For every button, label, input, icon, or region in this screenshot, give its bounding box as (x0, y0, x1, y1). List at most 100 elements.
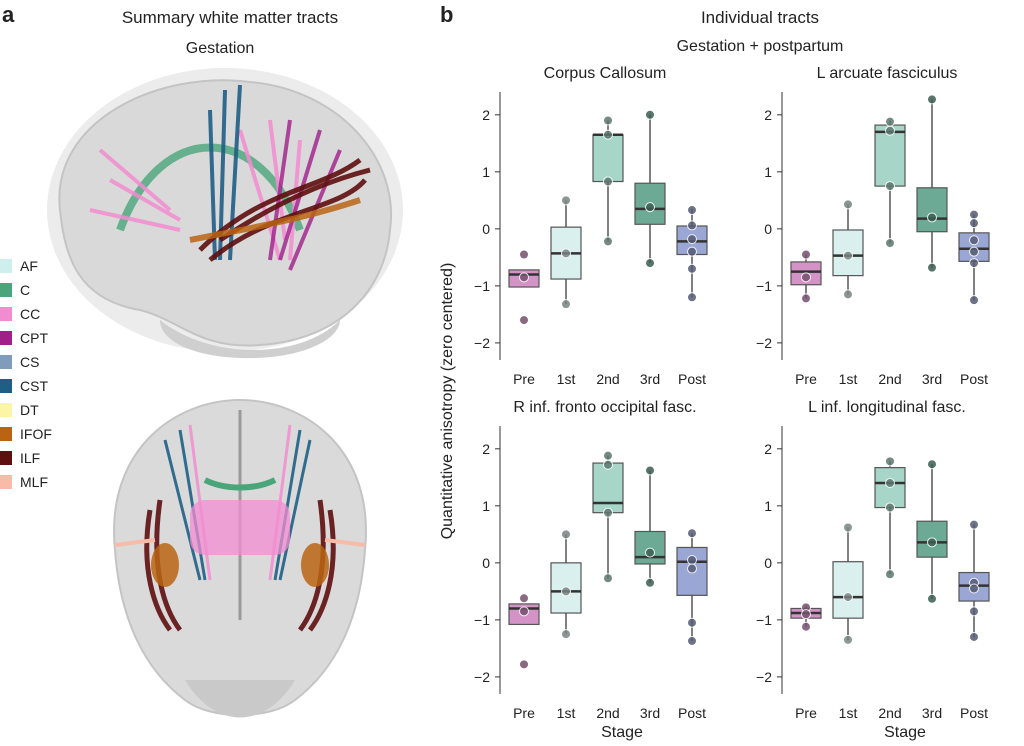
data-point (885, 238, 895, 249)
legend-item: CC (0, 304, 40, 324)
x-tick-label: 1st (557, 371, 576, 387)
data-point (843, 250, 853, 261)
data-point (927, 537, 937, 548)
x-tick-label: 1st (839, 371, 858, 387)
data-point (603, 573, 613, 584)
box-Post: Post (958, 209, 990, 387)
data-point (969, 519, 979, 530)
legend-item: IFOF (0, 424, 52, 444)
legend-swatch (0, 475, 12, 489)
data-point (843, 289, 853, 300)
box-Pre: Pre (508, 593, 540, 721)
box-1st: 1st (832, 199, 864, 387)
data-point (885, 569, 895, 580)
lateral-brain-view (47, 68, 403, 359)
box-plot-1: Corpus Callosum −2 −1 0 1 2 Pre 1st 2nd 3rd Post (474, 65, 708, 387)
panel-b-subtitle: Gestation + postpartum (676, 38, 844, 55)
legend-swatch (0, 355, 12, 369)
box-Post: Post (676, 205, 708, 387)
panel-a-letter: a (2, 2, 15, 27)
legend-item: C (0, 280, 30, 300)
box-2nd: 2nd (592, 115, 624, 387)
data-point (843, 199, 853, 210)
data-point (603, 459, 613, 470)
data-point (687, 220, 697, 231)
data-point (885, 116, 895, 127)
y-tick-label: 2 (482, 441, 490, 457)
x-tick-label: Post (960, 705, 988, 721)
data-point (927, 262, 937, 273)
data-point (519, 606, 529, 617)
data-point (687, 205, 697, 216)
data-point (843, 592, 853, 603)
y-tick-label: 0 (764, 221, 772, 237)
box-body (592, 462, 624, 514)
box-1st: 1st (550, 195, 582, 387)
x-axis-label-right: Stage (884, 724, 926, 741)
data-point (561, 299, 571, 310)
data-point (519, 272, 529, 283)
data-point (885, 478, 895, 489)
tract-legend: AF C CC CPT CS CST DT IFOF ILF MLF (0, 256, 80, 506)
y-tick-label: −2 (474, 669, 490, 685)
box-body (832, 561, 864, 619)
data-point (969, 631, 979, 642)
box-2nd: 2nd (592, 450, 624, 721)
data-point (885, 125, 895, 136)
data-point (687, 263, 697, 274)
data-point (801, 272, 811, 283)
box-plot-3: R inf. fronto occipital fasc. −2 −1 0 1 2 Pre 1… (474, 399, 708, 721)
data-point (801, 293, 811, 304)
data-point (687, 555, 697, 565)
legend-label: IFOF (20, 426, 52, 442)
y-tick-label: 1 (764, 498, 772, 514)
data-point (603, 176, 613, 187)
x-tick-label: 3rd (922, 705, 942, 721)
data-point (687, 635, 697, 646)
data-point (969, 606, 979, 617)
legend-item: MLF (0, 472, 48, 492)
data-point (645, 109, 655, 120)
y-tick-label: −1 (474, 278, 490, 294)
legend-swatch (0, 427, 12, 441)
legend-swatch (0, 451, 12, 465)
legend-swatch (0, 283, 12, 297)
panel-a-title: Summary white matter tracts (121, 8, 339, 27)
x-tick-label: 2nd (878, 371, 901, 387)
x-tick-label: 2nd (878, 705, 901, 721)
data-point (927, 212, 937, 223)
data-point (687, 563, 697, 574)
chart-title: L arcuate fasciculus (817, 65, 958, 82)
data-point (645, 258, 655, 269)
legend-label: DT (20, 402, 39, 418)
y-tick-label: −1 (756, 278, 772, 294)
y-tick-label: −2 (474, 335, 490, 351)
y-tick-label: 1 (764, 164, 772, 180)
y-tick-label: −1 (474, 612, 490, 628)
data-point (645, 547, 655, 558)
box-3rd: 3rd (634, 109, 666, 387)
data-point (969, 209, 979, 220)
legend-label: C (20, 282, 31, 298)
box-1st: 1st (550, 529, 582, 721)
x-tick-label: Post (678, 371, 706, 387)
box-1st: 1st (832, 522, 864, 721)
y-tick-label: −1 (756, 612, 772, 628)
data-point (687, 528, 697, 539)
x-axis-label-left: Stage (601, 724, 643, 741)
box-body (592, 134, 624, 183)
data-point (603, 115, 613, 126)
legend-label: CST (20, 378, 48, 394)
x-tick-label: Pre (795, 705, 817, 721)
x-tick-label: Pre (795, 371, 817, 387)
data-point (603, 450, 613, 461)
legend-item: DT (0, 400, 39, 420)
data-point (519, 659, 529, 670)
box-body (874, 467, 906, 509)
box-plot-2: L arcuate fasciculus −2 −1 0 1 2 Pre 1st 2nd 3rd P… (756, 65, 990, 387)
box-Pre: Pre (508, 249, 540, 387)
data-point (801, 609, 811, 620)
chart-title: Corpus Callosum (544, 65, 667, 82)
data-point (843, 634, 853, 645)
data-point (969, 258, 979, 269)
